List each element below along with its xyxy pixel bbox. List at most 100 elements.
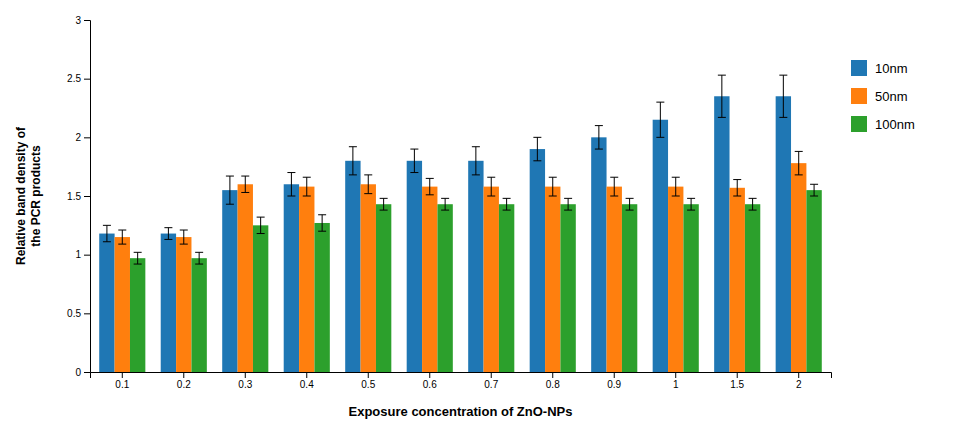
x-tick: 2: [796, 372, 802, 390]
error-bar: [610, 177, 618, 196]
error-bar: [303, 177, 311, 196]
y-tick-mark: [84, 196, 90, 197]
error-cap-top: [349, 146, 357, 147]
bar: [161, 234, 176, 372]
y-tick-label: 2.5: [67, 73, 81, 84]
error-cap-bottom: [595, 149, 603, 150]
bar: [714, 96, 729, 372]
error-cap-top: [441, 198, 449, 199]
error-bar: [226, 176, 234, 204]
error-bar: [626, 198, 634, 210]
x-tick: 0.4: [300, 372, 314, 390]
error-cap-bottom: [441, 210, 449, 211]
error-stem: [675, 177, 676, 196]
error-cap-top: [118, 230, 126, 231]
x-tick: 0.8: [546, 372, 560, 390]
x-tick-label: 0.4: [300, 379, 314, 390]
x-tick: 0.5: [361, 372, 375, 390]
error-bars: [134, 184, 818, 264]
legend-label: 50nm: [875, 89, 908, 104]
bar: [99, 234, 114, 372]
error-cap-bottom: [795, 174, 803, 175]
error-cap-top: [410, 149, 418, 150]
error-stem: [122, 230, 123, 244]
x-tick-label: 0.8: [546, 379, 560, 390]
error-cap-top: [257, 217, 265, 218]
x-tick-mark: [306, 372, 307, 378]
error-bar: [257, 217, 265, 233]
x-tick-mark: [122, 372, 123, 378]
error-bar: [349, 147, 357, 175]
legend-label: 10nm: [875, 61, 908, 76]
error-cap-bottom: [503, 210, 511, 211]
error-stem: [352, 147, 353, 175]
error-cap-top: [672, 177, 680, 178]
error-cap-bottom: [564, 210, 572, 211]
error-stem: [475, 147, 476, 175]
error-cap-top: [564, 198, 572, 199]
error-stem: [291, 173, 292, 196]
error-cap-bottom: [672, 196, 680, 197]
error-stem: [629, 198, 630, 210]
bar: [284, 184, 299, 372]
x-tick-label: 0.5: [361, 379, 375, 390]
error-cap-bottom: [472, 174, 480, 175]
x-tick-mark: [491, 372, 492, 378]
bar: [115, 237, 130, 372]
error-stem: [614, 177, 615, 196]
y-axis: 00.511.522.53: [67, 15, 90, 378]
x-tick-label: 0.9: [607, 379, 621, 390]
error-cap-top: [503, 198, 511, 199]
error-stem: [383, 198, 384, 210]
error-cap-bottom: [487, 196, 495, 197]
x-tick-mark: [614, 372, 615, 378]
error-cap-top: [487, 177, 495, 178]
bar: [730, 188, 745, 372]
error-bar: [779, 75, 787, 117]
x-tick: 0.3: [238, 372, 252, 390]
error-stem: [814, 184, 815, 196]
legend-item: 50nm: [851, 88, 908, 104]
error-cap-bottom: [134, 264, 142, 265]
error-stem: [137, 252, 138, 264]
y-tick-mark: [84, 255, 90, 256]
error-stem: [414, 149, 415, 172]
x-tick: 1: [673, 372, 679, 390]
bar: [299, 187, 314, 372]
error-cap-bottom: [226, 204, 234, 205]
error-cap-bottom: [656, 137, 664, 138]
series: [115, 151, 807, 372]
error-bar: [441, 198, 449, 210]
error-cap-bottom: [380, 210, 388, 211]
x-tick: 0.9: [607, 372, 621, 390]
bar: [422, 187, 437, 372]
y-tick: 1: [75, 249, 90, 260]
bar: [407, 161, 422, 372]
error-stem: [537, 137, 538, 160]
error-bar: [103, 225, 111, 241]
y-tick-label: 2: [75, 132, 81, 143]
error-cap-top: [733, 179, 741, 180]
error-cap-bottom: [779, 117, 787, 118]
error-cap-top: [533, 137, 541, 138]
error-stem: [598, 126, 599, 149]
error-stem: [660, 102, 661, 137]
error-stem: [721, 75, 722, 117]
error-stem: [199, 252, 200, 264]
bar: [130, 258, 145, 372]
error-bar: [656, 102, 664, 137]
x-tick-label: 0.7: [484, 379, 498, 390]
error-cap-bottom: [164, 239, 172, 240]
error-cap-bottom: [687, 210, 695, 211]
legend-item: 10nm: [851, 60, 908, 76]
error-cap-top: [195, 252, 203, 253]
error-cap-bottom: [626, 210, 634, 211]
error-bar: [549, 177, 557, 196]
error-stem: [691, 198, 692, 210]
y-tick-mark: [84, 372, 90, 373]
error-cap-bottom: [549, 196, 557, 197]
bar: [484, 187, 499, 372]
y-axis-title: Relative band density ofthe PCR products: [14, 126, 43, 265]
bar: [545, 187, 560, 372]
error-cap-top: [426, 178, 434, 179]
